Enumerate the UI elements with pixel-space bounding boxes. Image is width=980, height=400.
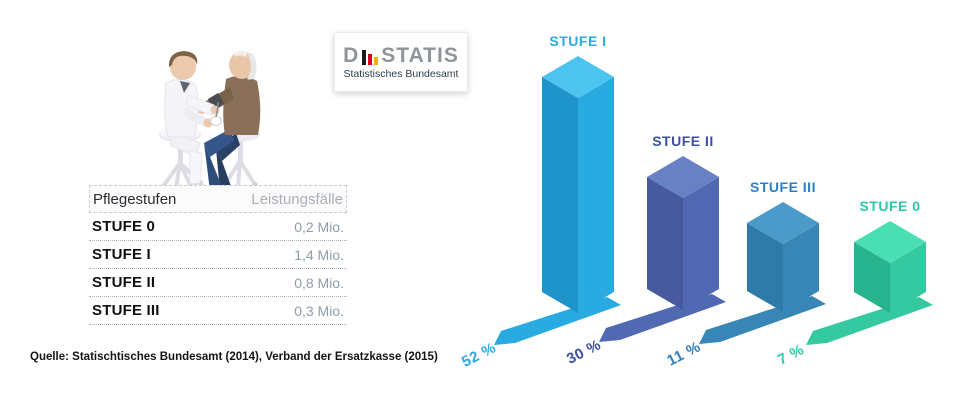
bar-category-label-stufe-iii: STUFE III [750,179,816,195]
row-value-stufe-ii: 0,8 Mio. [294,274,344,291]
bar-right-face-stufe-i [578,77,614,313]
destatis-logo-card: D STATIS Statistisches Bundesamt [334,32,468,92]
logo-letter-d: D [343,43,360,67]
bar-value-label-stufe-ii: 30 % [564,336,604,368]
table-row: STUFE II 0,8 Mio. [89,269,347,297]
caregiver-illustration [159,50,261,196]
bar-left-face-stufe-i [542,77,578,313]
bar-value-label-stufe-iii: 11 % [664,338,703,369]
logo-letters-statis: STATIS [381,43,459,67]
care-levels-table: Pflegestufen Leistungsfälle STUFE 0 0,2 … [89,185,347,325]
bar-right-face-stufe-iii [783,223,819,312]
bar-ramp-stufe-iii [699,296,826,344]
bar-group-stufe-iii: STUFE III 11 % [664,179,826,370]
logo-bars-icon [361,49,379,65]
table-header-row: Pflegestufen Leistungsfälle [89,185,347,213]
bar-ramp-stufe-0 [806,297,933,345]
bar-group-stufe-ii: STUFE II 30 % [564,133,726,368]
row-label-stufe-0: STUFE 0 [92,218,156,235]
destatis-logo: D STATIS [343,43,459,67]
table-row: STUFE III 0,3 Mio. [89,297,347,325]
bar-ramp-stufe-i [494,297,621,345]
logo-bar-gold [374,56,379,65]
bar-right-face-stufe-ii [683,177,719,310]
bar-category-label-stufe-i: STUFE I [549,33,606,49]
row-value-stufe-0: 0,2 Mio. [294,218,344,235]
logo-bar-black [362,49,367,65]
logo-subtitle: Statistisches Bundesamt [343,67,459,80]
bar-group-stufe-i: STUFE I 52 % [459,33,621,371]
row-label-stufe-ii: STUFE II [92,274,156,291]
bar-left-face-stufe-iii [747,223,783,312]
table-row: STUFE 0 0,2 Mio. [89,213,347,241]
source-note: Quelle: Statischtisches Bundesamt (2014)… [30,351,438,363]
bar-ramp-stufe-ii [599,294,726,342]
bar-value-label-stufe-0: 7 % [775,341,807,369]
row-label-stufe-i: STUFE I [92,246,151,263]
bar-top-face-stufe-i [542,56,614,98]
bar-left-face-stufe-ii [647,177,683,310]
table-header-pflegestufen: Pflegestufen [93,190,177,208]
bar-category-label-stufe-0: STUFE 0 [859,198,920,214]
bar-category-label-stufe-ii: STUFE II [652,133,714,149]
bar-top-face-stufe-0 [854,221,926,263]
bar-value-label-stufe-i: 52 % [459,339,499,371]
row-value-stufe-i: 1,4 Mio. [294,246,344,263]
bar-top-face-stufe-iii [747,202,819,244]
table-header-leistungsfaelle: Leistungsfälle [251,190,343,208]
row-label-stufe-iii: STUFE III [92,302,160,319]
bar-group-stufe-0: STUFE 0 7 % [775,198,933,369]
bar-top-face-stufe-ii [647,156,719,198]
row-value-stufe-iii: 0,3 Mio. [294,302,344,319]
bar-right-face-stufe-0 [890,242,926,313]
logo-bar-red [368,53,373,65]
table-row: STUFE I 1,4 Mio. [89,241,347,269]
bar-left-face-stufe-0 [854,242,890,313]
